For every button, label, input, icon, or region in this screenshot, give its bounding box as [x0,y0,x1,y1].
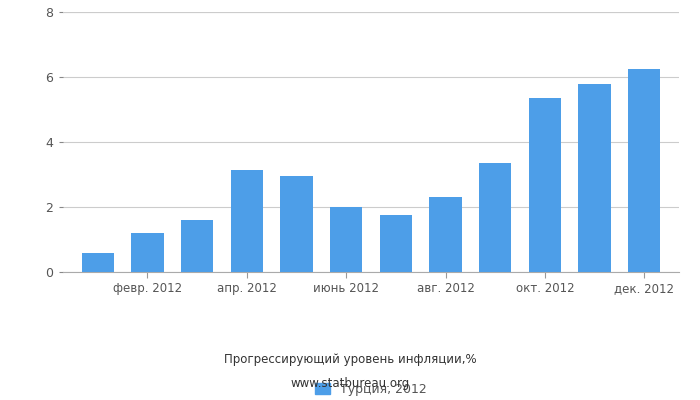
Text: www.statbureau.org: www.statbureau.org [290,378,410,390]
Bar [181,220,214,272]
Bar [628,69,660,272]
Bar [479,163,511,272]
Bar [82,252,114,272]
Bar [429,197,462,272]
Legend: Турция, 2012: Турция, 2012 [310,378,432,400]
Bar [528,98,561,272]
Bar [280,176,313,272]
Bar [330,207,363,272]
Text: Прогрессирующий уровень инфляции,%: Прогрессирующий уровень инфляции,% [224,354,476,366]
Bar [578,84,610,272]
Bar [379,215,412,272]
Bar [231,170,263,272]
Bar [132,233,164,272]
